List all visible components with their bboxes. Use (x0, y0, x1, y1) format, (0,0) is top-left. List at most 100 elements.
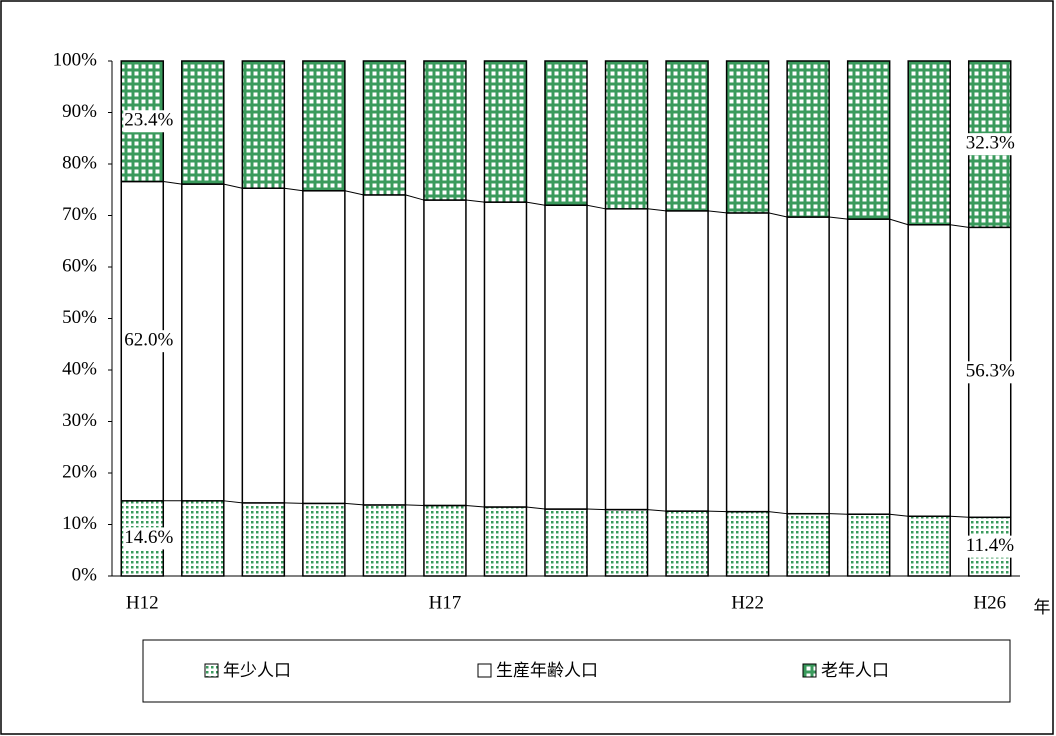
bar-segment (725, 510, 770, 577)
data-label: 23.4% (124, 110, 173, 131)
bar-segment (241, 502, 286, 577)
bar-segment (181, 60, 225, 185)
y-tick-label: 50% (62, 307, 97, 328)
y-tick-label: 100% (53, 49, 98, 70)
series-line (889, 218, 909, 226)
bar-segment (362, 504, 407, 577)
y-tick-label: 60% (62, 255, 97, 276)
bar-segment (725, 212, 770, 513)
bar-segment (725, 60, 770, 214)
series-line (829, 513, 848, 515)
label-bg (123, 527, 178, 550)
legend-label: 生産年齢人口 (496, 661, 598, 681)
series-line (586, 204, 606, 210)
bar-segment (665, 60, 709, 212)
x-tick-label: H12 (126, 592, 159, 613)
bar-segment (907, 60, 951, 226)
bar-segment (786, 216, 830, 515)
series-line (223, 500, 243, 504)
bar-segment (846, 218, 891, 515)
bar-segment (483, 506, 528, 577)
series-line (829, 216, 848, 220)
series-line (344, 502, 364, 506)
legend-swatch (204, 663, 219, 678)
series-line (344, 190, 364, 196)
bar-segment (302, 190, 346, 505)
legend-swatch (477, 663, 492, 678)
bar-segment (362, 60, 407, 196)
series-line (405, 504, 424, 506)
series-line (163, 181, 182, 185)
bar-segment (846, 513, 891, 577)
series-line (768, 511, 788, 515)
bar-segment (846, 60, 891, 220)
bar-segment (907, 515, 951, 577)
series-line (647, 208, 667, 212)
bar-segment (604, 60, 649, 210)
bar-segment (302, 502, 346, 577)
bar-segment (786, 60, 830, 218)
bar-segment (181, 183, 225, 502)
label-bg (964, 535, 1019, 558)
label-bg (123, 110, 178, 133)
label-bg (964, 361, 1019, 384)
series-line (526, 506, 546, 510)
bar-segment (423, 60, 467, 201)
series-line (708, 210, 727, 214)
bar-segment (423, 504, 467, 577)
label-bg (123, 330, 178, 353)
y-tick-label: 30% (62, 410, 97, 431)
data-label: 11.4% (966, 535, 1015, 556)
data-label: 14.6% (124, 527, 173, 548)
x-axis-label: 年 (1034, 598, 1051, 618)
bar-segment (604, 208, 649, 511)
y-tick-label: 40% (62, 358, 97, 379)
bar-segment (362, 194, 407, 506)
data-label: 32.3% (966, 133, 1015, 154)
series-line (223, 183, 243, 189)
series-line (526, 201, 546, 206)
x-tick-label: H22 (731, 592, 764, 613)
data-label: 62.0% (124, 330, 173, 351)
y-tick-label: 80% (62, 152, 97, 173)
series-line (465, 504, 485, 508)
series-line (405, 194, 425, 201)
bar-segment (786, 512, 830, 577)
series-line (950, 224, 969, 228)
bar-segment (604, 508, 649, 577)
legend-box (142, 639, 1011, 703)
y-tick-label: 90% (62, 101, 97, 122)
bar-segment (302, 60, 346, 192)
bar-segment (241, 187, 286, 504)
series-line (647, 509, 667, 512)
bar-segment (241, 60, 286, 189)
bar-segment (483, 201, 528, 508)
label-bg (964, 133, 1019, 156)
series-line (708, 510, 727, 513)
legend-label: 老年人口 (821, 661, 889, 681)
series-line (889, 513, 909, 517)
series-line (768, 212, 788, 218)
x-tick-label: H17 (429, 592, 462, 613)
series-line (950, 515, 969, 518)
y-tick-label: 20% (62, 461, 97, 482)
bar-segment (423, 199, 467, 507)
series-line (284, 187, 303, 192)
bar-segment (907, 224, 951, 518)
data-label: 56.3% (966, 361, 1015, 382)
bar-segment (544, 508, 588, 577)
legend-swatch (802, 663, 817, 678)
bar-segment (665, 210, 709, 512)
series-line (465, 199, 485, 203)
bar-segment (483, 60, 528, 203)
bar-segment (181, 500, 225, 577)
y-tick-label: 70% (62, 204, 97, 225)
bar-segment (544, 60, 588, 206)
series-line (586, 508, 606, 511)
bar-segment (665, 510, 709, 577)
y-tick-label: 0% (72, 564, 98, 585)
bar-segment (544, 204, 588, 510)
y-tick-label: 10% (62, 513, 97, 534)
